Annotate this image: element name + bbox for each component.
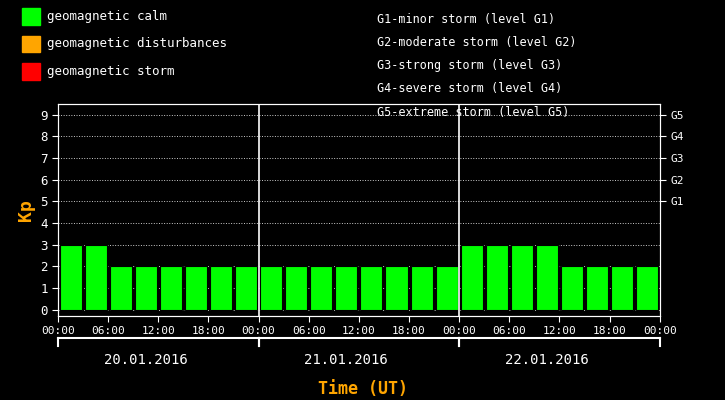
Bar xyxy=(436,266,457,310)
Bar xyxy=(536,245,558,310)
Bar xyxy=(486,245,508,310)
Bar xyxy=(135,266,157,310)
Bar xyxy=(360,266,383,310)
Bar xyxy=(611,266,633,310)
Bar xyxy=(335,266,357,310)
Bar xyxy=(85,245,107,310)
Bar xyxy=(460,245,483,310)
Text: 22.01.2016: 22.01.2016 xyxy=(505,353,589,367)
Text: G2-moderate storm (level G2): G2-moderate storm (level G2) xyxy=(377,36,576,49)
Bar xyxy=(59,245,82,310)
Bar xyxy=(310,266,332,310)
Bar xyxy=(386,266,407,310)
Bar xyxy=(285,266,307,310)
Bar xyxy=(160,266,182,310)
Bar xyxy=(260,266,282,310)
Bar xyxy=(561,266,583,310)
Text: 21.01.2016: 21.01.2016 xyxy=(304,353,388,367)
Text: Time (UT): Time (UT) xyxy=(318,380,407,398)
Text: G5-extreme storm (level G5): G5-extreme storm (level G5) xyxy=(377,106,569,119)
Text: G1-minor storm (level G1): G1-minor storm (level G1) xyxy=(377,13,555,26)
Bar xyxy=(586,266,608,310)
Bar xyxy=(109,266,132,310)
Text: 20.01.2016: 20.01.2016 xyxy=(104,353,188,367)
Text: G3-strong storm (level G3): G3-strong storm (level G3) xyxy=(377,59,563,72)
Bar xyxy=(185,266,207,310)
Bar xyxy=(511,245,533,310)
Text: G4-severe storm (level G4): G4-severe storm (level G4) xyxy=(377,82,563,96)
Y-axis label: Kp: Kp xyxy=(17,199,35,221)
Text: geomagnetic disturbances: geomagnetic disturbances xyxy=(47,38,227,50)
Bar xyxy=(235,266,257,310)
Text: geomagnetic calm: geomagnetic calm xyxy=(47,10,167,23)
Bar xyxy=(210,266,232,310)
Text: geomagnetic storm: geomagnetic storm xyxy=(47,65,175,78)
Bar xyxy=(636,266,658,310)
Bar xyxy=(410,266,433,310)
